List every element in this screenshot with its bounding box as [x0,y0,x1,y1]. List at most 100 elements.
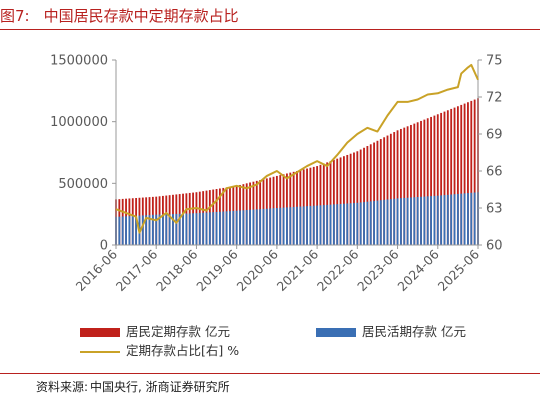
legend-label-demand-deposit: 居民活期存款 亿元 [362,324,466,339]
time-deposit-bar [430,116,432,245]
demand-deposit-bar [353,203,355,245]
demand-deposit-bar [386,199,389,245]
demand-deposit-bar [289,207,292,245]
demand-deposit-bar [265,208,268,245]
time-deposit-bar [329,161,332,245]
demand-deposit-bar [286,207,288,245]
time-deposit-bar [379,139,382,245]
demand-deposit-bar [326,204,329,245]
demand-deposit-bar [343,203,345,245]
demand-deposit-bar [453,194,456,245]
right-tick-label: 72 [486,91,503,106]
demand-deposit-bar [165,214,168,245]
time-deposit-bar [413,123,416,245]
time-deposit-bar [456,106,459,245]
time-deposit-bar [389,133,392,245]
demand-deposit-bar [396,198,399,245]
demand-deposit-bar [229,211,231,245]
legend-swatch-demand-deposit [316,328,356,337]
source-text: 中国央行, 浙商证券研究所 [90,380,230,394]
demand-deposit-bar [128,216,131,245]
time-deposit-bar [353,152,355,245]
time-deposit-bar [343,156,345,245]
demand-deposit-bar [299,206,302,245]
demand-deposit-bar [272,208,275,245]
demand-deposit-bar [426,196,429,245]
demand-deposit-bar [178,213,181,245]
demand-deposit-bar [141,215,144,245]
time-deposit-bar [410,124,412,245]
demand-deposit-bar [242,210,245,245]
demand-deposit-bar [296,206,298,245]
demand-deposit-bar [356,202,359,245]
right-tick-label: 60 [486,239,503,254]
time-deposit-bar [322,163,325,245]
demand-deposit-bar [162,214,164,245]
time-deposit-bar [339,157,342,245]
demand-deposit-bar [168,214,171,245]
time-deposit-bar [399,128,402,245]
demand-deposit-bar [450,194,453,245]
right-tick-label: 75 [486,54,503,69]
demand-deposit-bar [192,213,195,245]
demand-deposit-bar [279,207,282,245]
time-deposit-bar [436,114,439,246]
demand-deposit-bar [151,214,154,245]
time-deposit-bar [359,149,362,245]
demand-deposit-bar [410,197,412,245]
left-tick-label: 500000 [58,177,108,192]
time-deposit-bar [396,130,399,245]
demand-deposit-bar [349,203,352,245]
demand-deposit-bar [363,202,365,245]
demand-deposit-bar [185,213,188,245]
time-deposit-bar [426,118,429,245]
demand-deposit-bar [336,204,339,245]
time-deposit-bar [473,99,476,245]
demand-deposit-bar [202,212,205,245]
demand-deposit-bar [359,202,362,245]
demand-deposit-bar [416,197,419,245]
demand-deposit-bar [218,211,221,245]
demand-deposit-bar [212,212,215,245]
time-deposit-bar [403,127,406,245]
demand-deposit-bar [420,196,422,245]
x-tick-label: 2024-06 [394,246,442,294]
demand-deposit-bar [195,213,198,245]
demand-deposit-bar [433,195,436,245]
time-deposit-bar [319,164,322,245]
time-deposit-bar [349,153,352,245]
demand-deposit-bar [145,215,148,245]
demand-deposit-bar [319,205,322,245]
x-tick-label: 2022-06 [314,246,362,294]
figure-title: 图7: 中国居民存款中定期存款占比 [0,4,540,28]
demand-deposit-bar [262,208,265,245]
x-tick-label: 2020-06 [233,246,281,294]
demand-deposit-bar [269,208,272,245]
legend-item-ratio: 定期存款占比[右] % [80,340,239,359]
demand-deposit-bar [473,192,476,245]
demand-deposit-bar [379,200,382,245]
ratio-series-line [115,63,479,234]
demand-deposit-bar [460,193,463,245]
demand-deposit-bar [135,215,138,245]
chart-axes [112,59,482,249]
demand-deposit-bars [115,192,479,245]
demand-deposit-bar [369,201,372,245]
ratio-line-layer [115,63,479,234]
demand-deposit-bar [423,196,426,245]
demand-deposit-bar [198,212,201,245]
figure-number: 图7: [0,7,30,25]
demand-deposit-bar [413,197,416,245]
time-deposit-bar [336,158,339,245]
legend-item-time-deposit: 居民定期存款 亿元 [80,321,230,340]
demand-deposit-bar [205,212,208,245]
x-tick-label: 2023-06 [354,246,402,294]
demand-deposit-bar [383,199,386,245]
time-deposit-bar [446,110,449,245]
demand-deposit-bar [252,209,255,245]
demand-deposit-bar [309,205,312,245]
demand-deposit-bar [275,208,278,245]
demand-deposit-bar [235,210,238,245]
right-tick-label: 69 [486,128,503,143]
source-divider [0,373,540,374]
